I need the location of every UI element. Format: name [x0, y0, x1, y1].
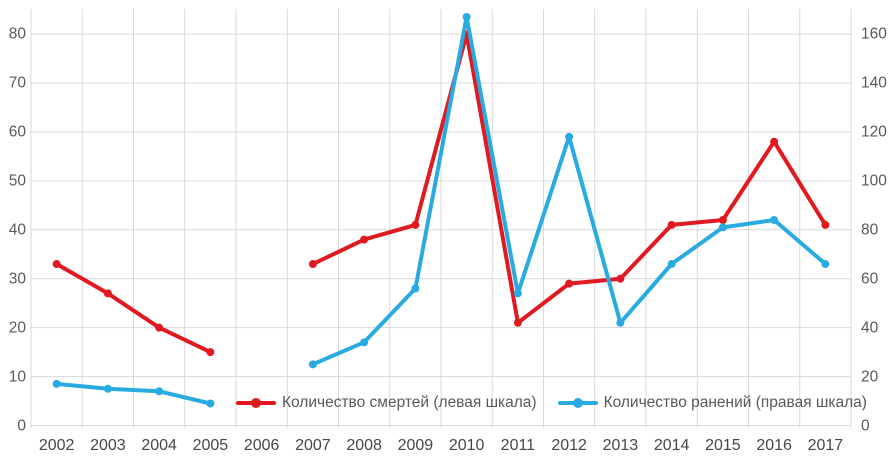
- right-axis-tick-label: 20: [861, 367, 879, 385]
- injuries-line-marker-icon: [557, 398, 598, 408]
- data-point-series-1[interactable]: [462, 12, 471, 21]
- left-axis-tick-label: 30: [8, 269, 26, 287]
- data-point-series-1[interactable]: [565, 132, 574, 141]
- x-axis-year-label: 2003: [90, 437, 126, 454]
- data-point-series-0[interactable]: [52, 260, 61, 269]
- x-axis-year-label: 2012: [551, 437, 587, 454]
- x-axis-year-label: 2014: [653, 437, 690, 454]
- right-axis-tick-label: 100: [861, 172, 887, 190]
- left-axis-tick-label: 20: [8, 318, 26, 336]
- data-point-series-1[interactable]: [667, 260, 676, 269]
- x-axis-year-label: 2013: [602, 437, 639, 454]
- right-axis-tick-label: 160: [861, 25, 887, 43]
- data-point-series-0[interactable]: [411, 220, 420, 229]
- left-axis-tick-label: 40: [8, 221, 26, 239]
- data-point-series-1[interactable]: [360, 338, 369, 347]
- x-axis-year-label: 2006: [243, 437, 280, 454]
- series-line-0[interactable]: [54, 262, 213, 355]
- right-axis-tick-label: 140: [861, 74, 887, 92]
- right-axis-tick-label: 60: [861, 269, 879, 287]
- data-point-series-0[interactable]: [360, 235, 369, 244]
- data-point-series-1[interactable]: [821, 260, 830, 269]
- legend-label-injuries: Количество ранений (правая шкала): [603, 394, 867, 411]
- x-axis-year-label: 2015: [705, 437, 741, 454]
- x-axis-year-label: 2007: [295, 437, 331, 454]
- data-point-series-1[interactable]: [411, 284, 420, 293]
- data-point-series-0[interactable]: [565, 279, 574, 288]
- data-point-series-1[interactable]: [52, 379, 61, 388]
- left-axis-tick-label: 0: [17, 416, 26, 434]
- data-point-series-0[interactable]: [513, 318, 522, 327]
- data-point-series-0[interactable]: [667, 220, 676, 229]
- x-axis-year-label: 2010: [448, 437, 485, 454]
- x-axis-year-label: 2009: [397, 437, 434, 454]
- data-point-series-1[interactable]: [155, 387, 164, 396]
- x-axis-year-label: 2002: [38, 437, 75, 454]
- data-point-series-1[interactable]: [103, 384, 112, 393]
- right-axis-tick-label: 120: [861, 123, 887, 141]
- data-point-series-1[interactable]: [770, 216, 779, 225]
- legend-label-deaths: Количество смертей (левая шкала): [282, 394, 537, 411]
- data-point-series-0[interactable]: [718, 216, 727, 225]
- left-axis-tick-label: 50: [8, 172, 26, 190]
- data-point-series-1[interactable]: [616, 318, 625, 327]
- data-point-series-0[interactable]: [821, 220, 830, 229]
- data-point-series-1[interactable]: [206, 399, 215, 408]
- x-axis-year-label: 2005: [192, 437, 229, 454]
- left-axis-tick-label: 60: [8, 123, 26, 141]
- data-point-series-1[interactable]: [308, 360, 317, 369]
- left-axis-tick-label: 70: [8, 74, 26, 92]
- deaths-line-marker-icon: [236, 398, 276, 408]
- right-axis-tick-label: 80: [861, 221, 879, 239]
- series-line-1[interactable]: [54, 381, 213, 406]
- right-axis-tick-label: 0: [861, 416, 870, 434]
- legend-item-injuries[interactable]: Количество ранений (правая шкала): [557, 394, 867, 412]
- data-point-series-1[interactable]: [718, 223, 727, 232]
- x-axis-year-label: 2008: [346, 437, 382, 454]
- right-axis-tick-label: 40: [861, 318, 879, 336]
- data-point-series-0[interactable]: [616, 274, 625, 283]
- legend: Количество смертей (левая шкала) Количес…: [236, 394, 867, 412]
- left-axis-tick-label: 80: [8, 25, 26, 43]
- data-point-series-1[interactable]: [513, 289, 522, 298]
- data-point-series-0[interactable]: [103, 289, 112, 298]
- x-axis-year-label: 2004: [141, 437, 177, 454]
- data-point-series-0[interactable]: [770, 137, 779, 146]
- data-point-series-0[interactable]: [308, 260, 317, 269]
- left-axis-tick-label: 10: [8, 367, 26, 385]
- x-axis-year-label: 2016: [756, 437, 792, 454]
- data-point-series-0[interactable]: [206, 348, 215, 357]
- data-point-series-0[interactable]: [155, 323, 164, 332]
- legend-item-deaths[interactable]: Количество смертей (левая шкала): [236, 394, 537, 412]
- x-axis-year-label: 2011: [500, 437, 536, 454]
- x-axis-year-label: 2017: [807, 437, 844, 454]
